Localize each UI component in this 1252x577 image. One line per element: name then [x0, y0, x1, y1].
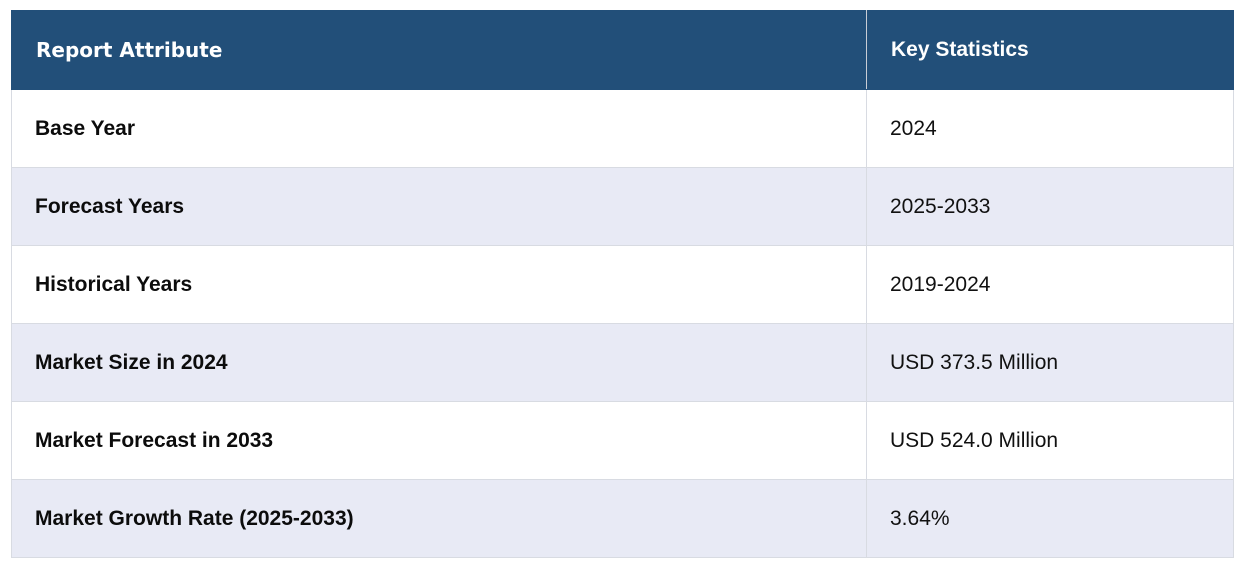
table-row-market-size: Market Size in 2024 USD 373.5 Million	[11, 323, 1234, 402]
row-value: 2019-2024	[866, 245, 1234, 324]
row-attribute: Market Growth Rate (2025-2033)	[11, 479, 867, 558]
table-header: Report Attribute Key Statistics	[11, 10, 1234, 90]
row-attribute: Base Year	[11, 89, 867, 168]
row-value: USD 524.0 Million	[866, 401, 1234, 480]
row-value: USD 373.5 Million	[866, 323, 1234, 402]
header-row: Report Attribute Key Statistics	[11, 10, 1234, 90]
table-row-market-growth-rate: Market Growth Rate (2025-2033) 3.64%	[11, 479, 1234, 558]
report-statistics-table: Report Attribute Key Statistics Base Yea…	[11, 10, 1234, 558]
table-row-historical-years: Historical Years 2019-2024	[11, 245, 1234, 324]
table-row-base-year: Base Year 2024	[11, 89, 1234, 168]
row-value: 3.64%	[866, 479, 1234, 558]
header-report-attribute: Report Attribute	[11, 10, 867, 90]
report-statistics-table-container: Report Attribute Key Statistics Base Yea…	[11, 10, 1234, 558]
row-value: 2025-2033	[866, 167, 1234, 246]
row-value: 2024	[866, 89, 1234, 168]
table-row-forecast-years: Forecast Years 2025-2033	[11, 167, 1234, 246]
row-attribute: Historical Years	[11, 245, 867, 324]
row-attribute: Market Forecast in 2033	[11, 401, 867, 480]
table-body: Base Year 2024 Forecast Years 2025-2033 …	[11, 89, 1234, 558]
table-row-market-forecast: Market Forecast in 2033 USD 524.0 Millio…	[11, 401, 1234, 480]
row-attribute: Forecast Years	[11, 167, 867, 246]
row-attribute: Market Size in 2024	[11, 323, 867, 402]
header-key-statistics: Key Statistics	[866, 10, 1234, 90]
